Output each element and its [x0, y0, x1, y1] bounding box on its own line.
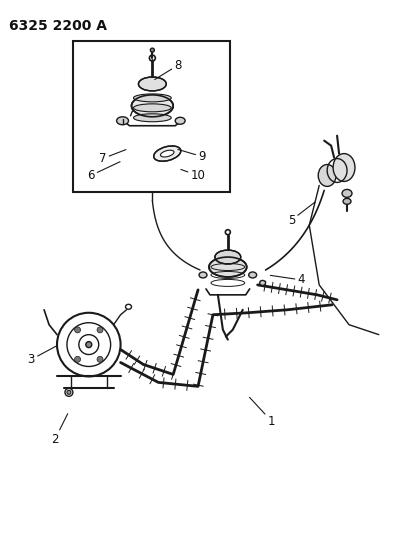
Bar	[73, 41, 230, 192]
Text: 1: 1	[250, 398, 275, 427]
Ellipse shape	[133, 114, 171, 122]
Ellipse shape	[342, 189, 352, 197]
Ellipse shape	[131, 95, 173, 117]
Text: 10: 10	[181, 169, 206, 182]
Ellipse shape	[215, 250, 241, 264]
Ellipse shape	[199, 272, 207, 278]
Circle shape	[75, 356, 80, 362]
Ellipse shape	[209, 257, 247, 277]
Ellipse shape	[318, 165, 336, 187]
Circle shape	[67, 390, 71, 394]
Text: 6325 2200 A: 6325 2200 A	[9, 19, 107, 33]
Ellipse shape	[343, 198, 351, 204]
Text: 8: 8	[155, 59, 182, 79]
Text: 6: 6	[87, 161, 120, 182]
Text: 3: 3	[27, 346, 57, 366]
Text: 4: 4	[271, 273, 305, 286]
Circle shape	[97, 327, 103, 333]
Ellipse shape	[133, 104, 171, 112]
Ellipse shape	[138, 77, 166, 91]
Ellipse shape	[154, 146, 181, 161]
Circle shape	[86, 342, 92, 348]
Ellipse shape	[117, 117, 129, 125]
Text: 9: 9	[178, 149, 206, 163]
Circle shape	[75, 327, 80, 333]
Ellipse shape	[133, 94, 171, 102]
Ellipse shape	[259, 280, 266, 285]
Ellipse shape	[175, 117, 185, 124]
Ellipse shape	[249, 272, 257, 278]
Ellipse shape	[151, 48, 154, 52]
Text: 7: 7	[99, 150, 126, 165]
Circle shape	[97, 356, 103, 362]
Text: 5: 5	[288, 202, 315, 227]
Ellipse shape	[333, 154, 355, 181]
Text: 2: 2	[51, 414, 68, 446]
Ellipse shape	[160, 150, 174, 157]
